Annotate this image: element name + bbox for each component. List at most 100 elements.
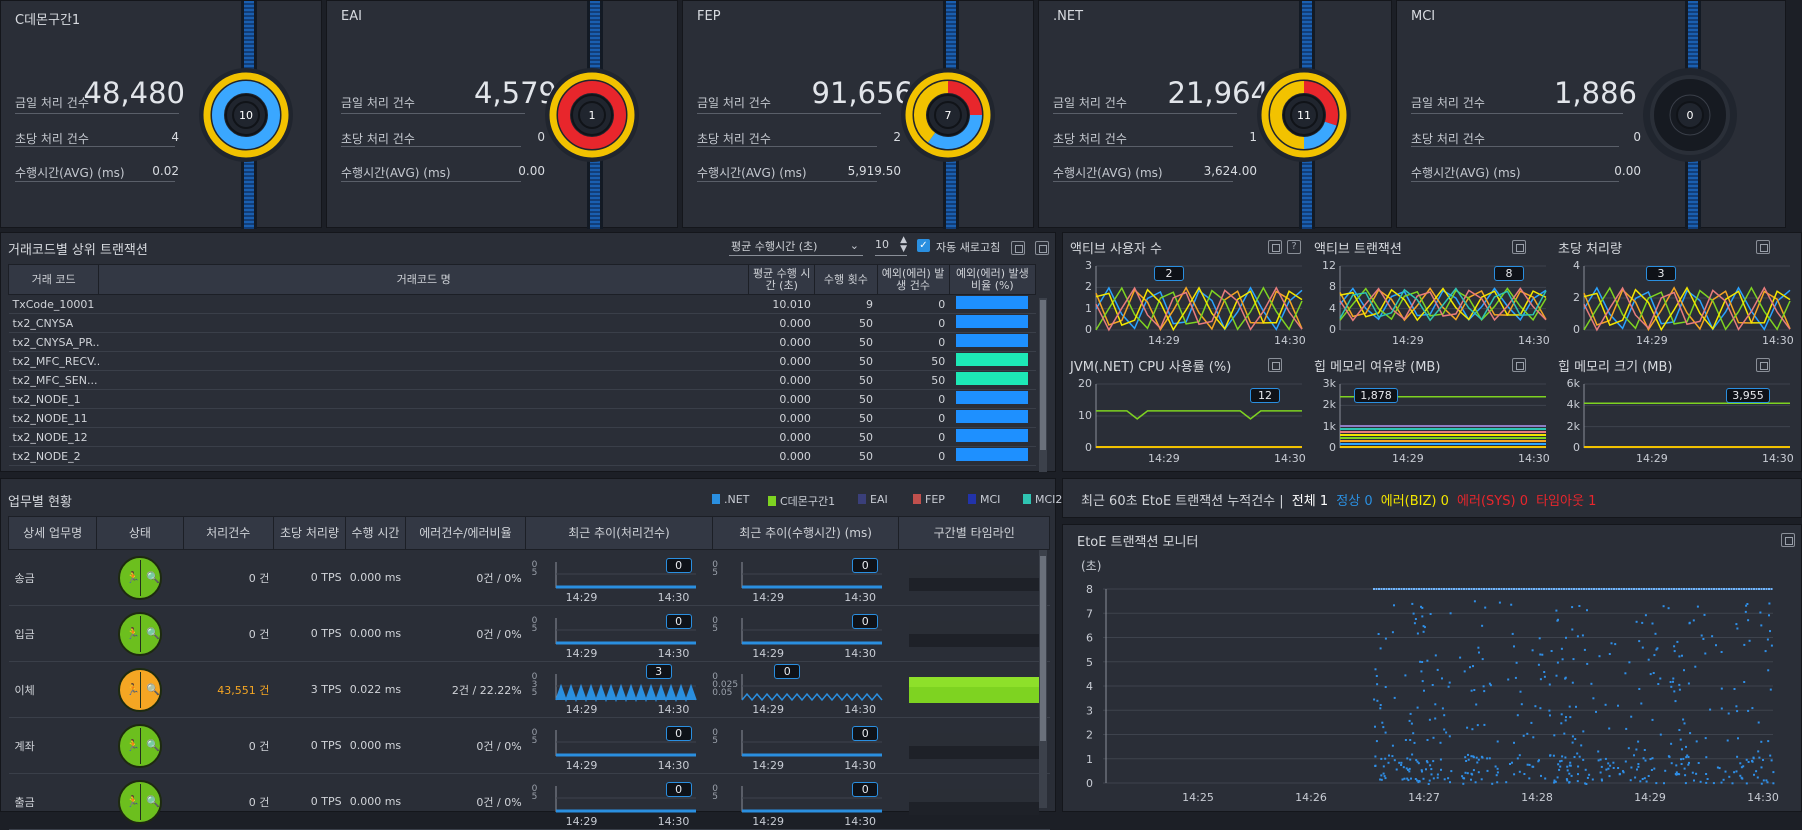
legend-item[interactable]: EAI [858,493,888,506]
scatter-point [1473,689,1476,691]
x-tick: 14:29 [565,591,598,604]
status-indicator[interactable]: 🏃 🔍 [117,667,162,712]
sort-select[interactable]: 평균 수행시간 (초) ⌄ [729,238,863,256]
help-icon[interactable]: ? [1287,240,1301,254]
status-indicator[interactable]: 🏃 🔍 [117,555,162,600]
export-icon[interactable] [1756,358,1770,372]
timeout-point [1578,588,1580,590]
timeout-point [1588,588,1590,590]
biz-col-header[interactable]: 최근 추이(처리건수) [525,516,713,550]
table-row[interactable]: tx2_NODE_11 0.000 50 0 [8,408,1036,428]
timeline-bar[interactable] [909,620,1040,647]
legend-item[interactable]: C데몬구간1 [768,493,835,509]
timeout-point [1495,588,1498,590]
table-row[interactable]: TxCode_10001 10.010 9 0 [8,294,1036,314]
export-icon[interactable] [1512,358,1526,372]
auto-refresh-checkbox[interactable]: ✓ [917,239,930,252]
error-rate-bar [956,296,1029,309]
table-row[interactable]: tx2_NODE_2 0.000 50 0 [8,446,1036,466]
legend-item[interactable]: MCI [968,493,1000,506]
biz-col-header[interactable]: 구간별 타임라인 [898,516,1050,550]
business-status-scrollbar[interactable] [1039,550,1047,808]
tx-name [98,389,749,409]
table-row[interactable]: tx2_NODE_12 0.000 50 0 [8,427,1036,447]
trend-count-cell: 0 5 14:29 14:30 0 [525,773,713,830]
table-row[interactable]: tx2_NODE_1 0.000 50 0 [8,389,1036,409]
export-icon[interactable] [1512,240,1526,254]
timeline-bar[interactable] [909,676,1040,703]
tx-col-header[interactable]: 예외(에러) 발생 건수 [876,264,950,295]
table-row[interactable]: tx2_CNYSA_PR... 0.000 50 0 [8,332,1036,352]
settings-icon[interactable] [1781,533,1795,547]
biz-col-header[interactable]: 에러건수/에러비율 [404,516,527,550]
avg-value: 0.00 [518,164,545,178]
timeline-cell [898,549,1050,606]
timeout-point [1618,588,1620,590]
biz-col-header[interactable]: 수행 시간 [345,516,406,550]
y-tick: 3 [1085,259,1092,272]
scatter-point [1376,683,1379,686]
timeline-bar[interactable] [909,732,1040,759]
run-icon: 🏃 [125,626,140,640]
legend-item[interactable]: FEP [913,493,945,506]
biz-name: 입금 [8,605,97,662]
tx-col-header[interactable]: 거래코드 명 [98,264,750,295]
export-icon[interactable] [1756,240,1770,254]
count-stepper[interactable]: 10 ▲ ▼ [875,236,907,256]
y-tick: 0 [1573,441,1580,454]
timeout-point [1535,588,1538,590]
timeout-point [1565,588,1568,590]
status-indicator[interactable]: 🏃 🔍 [117,723,162,768]
table-row[interactable]: tx2_CNYSA 0.000 50 0 [8,313,1036,333]
table-row[interactable]: tx2_MFC_SEN... 0.000 50 50 [8,370,1036,390]
scatter-point [1476,724,1479,727]
status-indicator[interactable]: 🏃 🔍 [117,611,162,656]
x-tick: 14:30 [1518,334,1550,347]
scatter-point [1628,661,1631,664]
status-indicator[interactable]: 🏃 🔍 [117,779,162,824]
biz-col-header[interactable]: 처리건수 [182,516,274,550]
biz-col-header[interactable]: 상태 [96,516,184,550]
biz-col-header[interactable]: 초당 처리량 [272,516,347,550]
tx-col-header[interactable]: 수행 횟수 [814,264,878,295]
biz-col-header[interactable]: 최근 추이(수행시간) (ms) [711,516,900,550]
scatter-point [1379,647,1382,650]
legend-swatch [712,494,720,504]
tx-col-header[interactable]: 거래 코드 [7,264,100,295]
table-row[interactable]: tx2_MFC_RECV... 0.000 50 50 [8,351,1036,371]
timeline-bar[interactable] [909,564,1040,591]
scatter-point [1625,727,1628,730]
top-transactions-scrollbar[interactable] [1039,298,1047,472]
export-icon[interactable] [1268,240,1282,254]
export-icon[interactable] [1011,241,1025,255]
timeout-point [1405,588,1408,590]
timeout-point [1553,588,1555,590]
scatter-point [1745,604,1748,607]
timeout-point [1433,588,1435,590]
x-tick: 14:30 [657,815,690,828]
timeout-point [1530,588,1533,590]
scatter-point [1653,767,1656,770]
tx-col-header[interactable]: 평균 수행 시간 (초) [748,264,816,295]
legend-item[interactable]: .NET [712,493,749,506]
settings-icon[interactable] [1035,241,1049,255]
biz-col-header[interactable]: 상세 업무명 [7,516,98,550]
scatter-point [1436,668,1439,671]
status-gauge: 1 [545,68,639,162]
scatter-point [1553,779,1556,782]
scatter-point [1466,726,1469,729]
biz-name: 계좌 [8,717,97,774]
export-icon[interactable] [1268,358,1282,372]
tx-col-header[interactable]: 예외(에러) 발생 비율 (%) [948,264,1037,295]
timeline-bar[interactable] [909,788,1040,815]
legend-item[interactable]: MCI2 [1023,493,1062,506]
scatter-point [1760,782,1763,785]
timeline-cell [898,661,1050,718]
scatter-point [1526,763,1529,766]
scatter-point [1505,781,1508,784]
